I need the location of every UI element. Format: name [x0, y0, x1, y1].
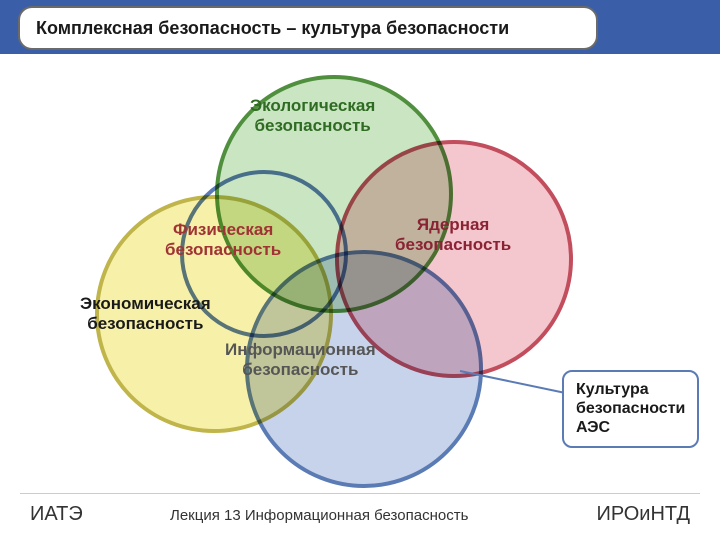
title-pill: Комплексная безопасность – культура безо… — [18, 6, 598, 50]
label-information: Информационная безопасность — [225, 340, 376, 379]
label-ecological: Экологическая безопасность — [250, 96, 375, 135]
footer-mid: Лекция 13 Информационная безопасность — [170, 507, 468, 524]
footer-rule — [20, 493, 700, 494]
callout-box: Культура безопасности АЭС — [562, 370, 699, 448]
label-physical: Физическая безопасность — [165, 220, 281, 259]
footer-left: ИАТЭ — [30, 503, 83, 526]
footer-right: ИРОиНТД — [596, 503, 690, 526]
slide-title: Комплексная безопасность – культура безо… — [36, 18, 509, 39]
callout-text: Культура безопасности АЭС — [576, 381, 685, 436]
slide-stage: Комплексная безопасность – культура безо… — [0, 0, 720, 540]
label-economic: Экономическая безопасность — [80, 294, 211, 333]
label-nuclear: Ядерная безопасность — [395, 215, 511, 254]
